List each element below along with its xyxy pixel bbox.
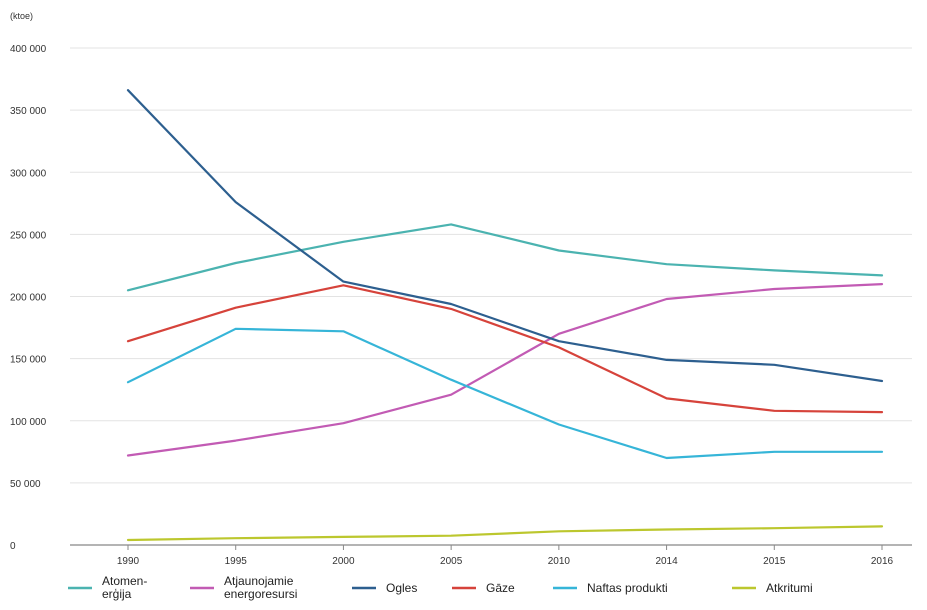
legend-entry-label: Atjaunojamie energoresursi	[224, 574, 297, 601]
x-tick-label: 2000	[332, 556, 355, 567]
y-tick-label: 150 000	[10, 355, 47, 366]
x-tick-label: 1990	[117, 556, 140, 567]
x-tick-label: 2016	[871, 556, 894, 567]
x-tick-label: 2010	[548, 556, 571, 567]
x-tick-label: 2005	[440, 556, 463, 567]
legend-entry-label: Ogles	[386, 581, 417, 595]
series-line	[126, 525, 884, 542]
x-axis-ticks: 1990 1995 2000 2005 2010 2014 2015 2016	[117, 545, 894, 567]
y-axis-unit-label: (ktoe)	[10, 11, 33, 21]
series-line	[126, 89, 884, 383]
series-line	[126, 327, 884, 460]
y-tick-label: 250 000	[10, 230, 47, 241]
legend-entry-label: Atomen-erģija	[102, 574, 147, 601]
y-tick-label: 300 000	[10, 168, 47, 179]
series-line	[126, 284, 884, 414]
legend-entry-label: Atkritumi	[766, 581, 813, 595]
legend-entry-label: Gāze	[486, 581, 515, 595]
x-tick-label: 2014	[655, 556, 678, 567]
legend: Atomen-erģija Atjaunojamie energoresursi Og…	[68, 574, 813, 601]
series-line	[126, 283, 884, 457]
y-tick-label: 400 000	[10, 44, 47, 55]
y-axis-ticks: 0 50 000 100 000 150 000 200 000 250 000 300 0…	[10, 44, 47, 552]
x-tick-label: 2015	[763, 556, 786, 567]
y-tick-label: 100 000	[10, 417, 47, 428]
gridlines	[70, 47, 912, 546]
y-tick-label: 350 000	[10, 106, 47, 117]
y-tick-label: 50 000	[10, 479, 41, 490]
y-tick-label: 200 000	[10, 293, 47, 304]
x-tick-label: 1995	[225, 556, 248, 567]
series-line	[126, 223, 884, 292]
y-tick-label: 0	[10, 541, 16, 552]
legend-entry-label: Naftas produkti	[587, 581, 668, 595]
series-lines	[126, 89, 884, 542]
